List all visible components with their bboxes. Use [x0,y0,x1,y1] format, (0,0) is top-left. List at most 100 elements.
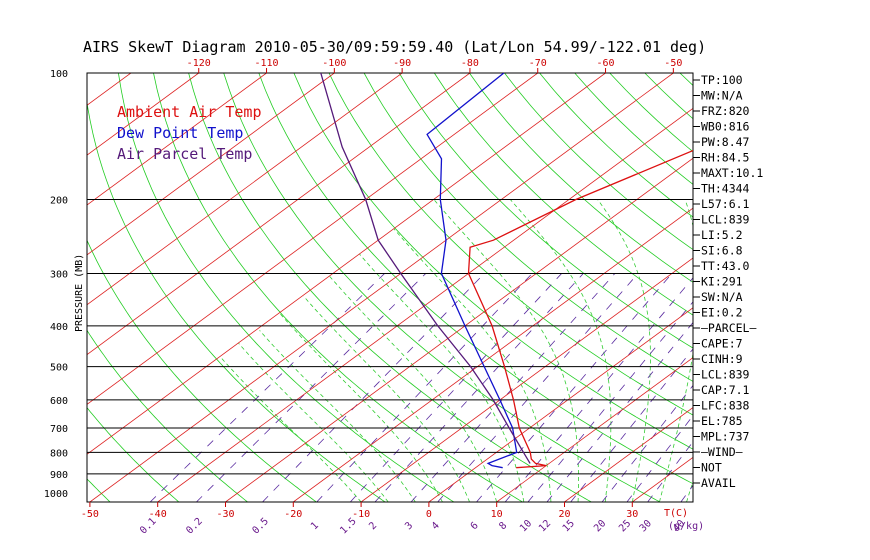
isotherm [87,73,267,206]
mixing-ratio-label: 4 [430,520,442,532]
index-value: L57:6.1 [701,197,750,211]
bottom-temp-tick-label: 20 [558,509,570,520]
isotherm [87,73,538,405]
legend-dew-point-temp: Dew Point Temp [117,124,243,142]
index-value: TP:100 [701,73,743,87]
dry-adiabat [750,73,870,502]
index-value: PW:8.47 [701,135,750,149]
dry-adiabat [433,73,693,316]
top-temp-tick-label: -110 [254,58,278,69]
isotherm [87,73,335,256]
isotherm [768,73,870,502]
dry-adiabat [87,100,386,502]
isotherm [87,73,199,156]
bottom-temp-tick-label: 0 [426,509,432,520]
pressure-tick-label: 400 [50,322,68,333]
mixing-ratio-label: 0.2 [184,516,205,537]
dry-adiabat [504,73,693,251]
pressure-tick-label: 800 [50,448,68,459]
index-value: TT:43.0 [701,259,750,273]
index-value: MW:N/A [701,89,743,103]
pressure-tick-label: 700 [50,424,68,435]
index-value: SW:N/A [701,290,743,304]
index-value: CAP:7.1 [701,383,750,397]
bottom-temp-tick-label: -20 [284,509,302,520]
dry-adiabat [469,73,693,283]
mixing-ratio-line [149,273,385,502]
isotherm [496,357,693,502]
pressure-tick-label: 300 [50,269,68,280]
moist-adiabat [597,199,651,502]
top-temp-tick-label: -90 [393,58,411,69]
mixing-ratio-line [349,273,562,502]
isotherm [293,207,693,502]
pressure-tick-label: 1000 [44,489,68,500]
dry-adiabat [398,73,693,349]
isotherm [89,73,674,502]
mixing-ratio-label: 25 [617,518,633,534]
bottom-temp-tick-label: -30 [216,509,234,520]
bottom-temp-tick-label: 10 [491,509,503,520]
isotherm [225,157,693,502]
dry-adiabat [328,73,693,416]
top-temp-tick-label: -100 [322,58,346,69]
isotherm [836,73,870,502]
index-value: —WIND— [701,445,743,459]
dry-adiabat [785,73,870,502]
mixing-ratio-line [546,321,693,502]
moist-adiabat [329,276,498,502]
index-value: FRZ:820 [701,104,750,118]
dry-adiabat [293,73,693,450]
index-value: CAPE:7 [701,337,743,351]
mixing-ratio-label: 1 [309,520,321,532]
isotherm [632,456,693,502]
moist-adiabat [238,343,389,502]
moist-adiabat [259,330,416,502]
dry-adiabat [153,73,523,502]
mixing-ratio-label: 8 [497,520,509,532]
mixing-ratio-line [437,273,639,502]
mixing-ratio-label: 20 [592,518,608,534]
series-line [426,73,518,469]
dry-adiabat [87,407,180,502]
dry-adiabat [820,73,870,502]
bottom-temp-tick-label: -10 [352,509,370,520]
grid-lines [0,73,870,502]
pressure-tick-label: 500 [50,363,68,374]
index-value: EI:0.2 [701,306,743,320]
series-line [467,149,693,469]
isotherm [87,73,403,306]
dry-adiabat [188,73,592,502]
pressure-tick-label: 900 [50,470,68,481]
mixing-ratio-label: 6 [469,520,481,532]
chart-title: AIRS SkewT Diagram 2010-05-30/09:59:59.4… [83,38,706,56]
bottom-temp-tick-label: -40 [149,509,167,520]
legend-ambient-air-temp: Ambient Air Temp [117,103,262,121]
index-value: LCL:839 [701,368,750,382]
index-value: LCL:839 [701,213,750,227]
top-temp-tick-label: -80 [461,58,479,69]
isotherm [0,73,63,502]
dry-adiabat [118,73,455,502]
isotherm [564,407,693,502]
top-temp-tick-label: -70 [529,58,547,69]
mixing-ratio-line [476,273,673,502]
moist-adiabat [220,357,362,502]
profiles [320,73,693,469]
pressure-tick-label: 600 [50,396,68,407]
isotherm [87,73,606,455]
index-value: MAXT:10.1 [701,166,763,180]
isotherm [360,257,693,502]
legend: Ambient Air Temp Dew Point Temp Air Parc… [117,103,262,163]
mixing-ratio-unit: (g/kg) [668,521,704,532]
moist-adiabat [393,228,552,502]
mixing-ratio-label: 2 [367,520,379,532]
moist-adiabat [433,199,579,502]
mixing-ratio-line [527,301,693,502]
index-value: LFC:838 [701,399,750,413]
mixing-ratio-line [262,273,485,502]
dry-adiabat [644,73,693,120]
